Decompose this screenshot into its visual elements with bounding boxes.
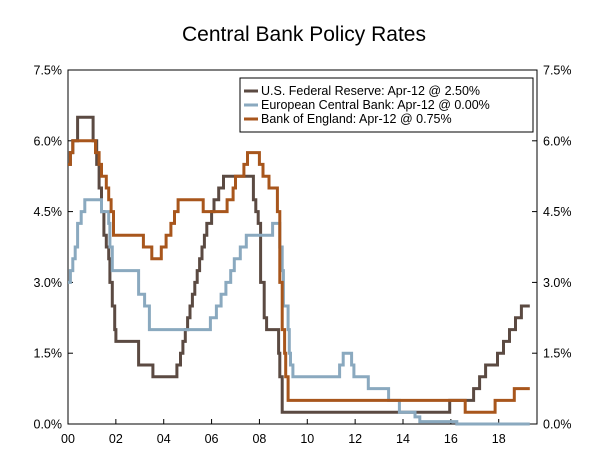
y-tick-label-left: 0.0% [34,418,63,432]
y-tick-label-right: 6.0% [543,134,572,148]
y-tick-label-left: 7.5% [34,64,63,78]
x-tick-label: 00 [61,432,75,446]
x-tick-label: 18 [492,432,506,446]
legend-box [239,77,534,133]
legend-label-boe: Bank of England: Apr-12 @ 0.75% [261,112,452,126]
x-tick-label: 06 [205,432,219,446]
x-tick-label: 10 [300,432,314,446]
x-tick-label: 04 [157,432,171,446]
y-tick-label-right: 4.5% [543,205,572,219]
x-tick-label: 16 [444,432,458,446]
series-line-boe [68,139,530,414]
legend-label-fed: U.S. Federal Reserve: Apr-12 @ 2.50% [261,84,480,98]
legend-label-ecb: European Central Bank: Apr-12 @ 0.00% [261,98,490,112]
y-tick-label-right: 3.0% [543,276,572,290]
legend: U.S. Federal Reserve: Apr-12 @ 2.50% Eur… [239,77,534,133]
y-tick-label-left: 1.5% [34,347,63,361]
series-line-fed [68,115,530,414]
x-tick-label: 08 [252,432,266,446]
x-tick-label: 02 [109,432,123,446]
y-tick-label-left: 3.0% [34,276,63,290]
x-tick-label: 12 [348,432,362,446]
y-tick-label-right: 0.0% [543,418,572,432]
plot-area [67,69,538,425]
y-tick-label-left: 4.5% [34,205,63,219]
x-tick-label: 14 [396,432,410,446]
y-tick-label-left: 6.0% [34,134,63,148]
chart-title: Central Bank Policy Rates [182,23,426,46]
y-tick-label-right: 1.5% [543,347,572,361]
y-tick-label-right: 7.5% [543,64,572,78]
series-line-ecb [68,198,530,426]
